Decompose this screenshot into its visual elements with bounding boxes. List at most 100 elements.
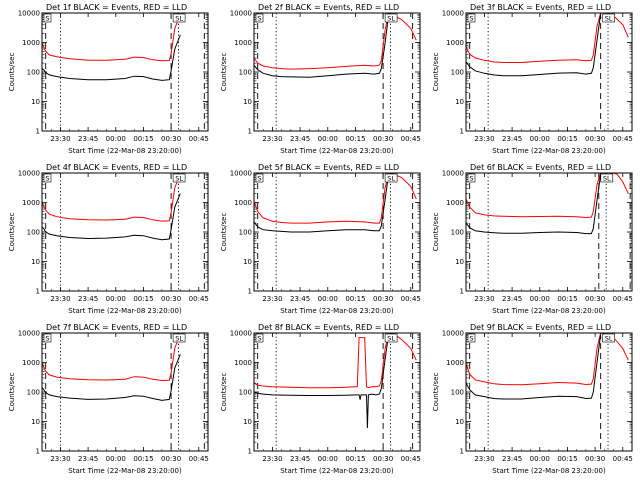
y-tick-label: 10 xyxy=(31,98,40,106)
marker-label: S xyxy=(45,15,49,23)
x-tick-label: 00:15 xyxy=(557,455,577,463)
marker-label: S xyxy=(469,15,473,23)
plot-frame xyxy=(41,172,209,292)
y-tick-label: 10 xyxy=(243,258,252,266)
plot-frame xyxy=(253,172,421,292)
y-tick-label: 10000 xyxy=(442,330,464,338)
x-tick-label: 23:45 xyxy=(290,135,310,143)
marker-label: S xyxy=(469,335,473,343)
marker-label: SL xyxy=(605,15,613,23)
marker-label: S xyxy=(469,175,473,183)
marker-label: S xyxy=(45,175,49,183)
x-tick-label: 00:30 xyxy=(161,135,181,143)
plot-frame xyxy=(465,12,633,132)
y-tick-label: 10 xyxy=(455,98,464,106)
y-tick-label: 1 xyxy=(460,288,464,296)
x-tick-label: 00:30 xyxy=(585,455,605,463)
x-tick-label: 23:30 xyxy=(262,135,282,143)
red-series-line xyxy=(42,334,181,382)
marker-box xyxy=(172,13,186,23)
chart-title: Det 2f BLACK = Events, RED = LLD xyxy=(258,3,399,12)
y-tick-label: 10000 xyxy=(18,330,40,338)
x-tick-label: 00:45 xyxy=(189,455,209,463)
y-tick-label: 10000 xyxy=(18,10,40,18)
black-series-line xyxy=(254,14,390,78)
y-tick-label: 1000 xyxy=(22,39,40,47)
y-tick-label: 1 xyxy=(248,128,252,136)
plot-frame xyxy=(253,12,421,132)
y-tick-label: 10 xyxy=(455,418,464,426)
y-tick-label: 1000 xyxy=(234,199,252,207)
marker-box xyxy=(600,173,614,183)
y-tick-label: 100 xyxy=(239,229,252,237)
marker-label: SL xyxy=(175,175,183,183)
chart-panel-2: Det 2f BLACK = Events, RED = LLD Counts/s… xyxy=(220,3,421,155)
x-tick-label: 00:15 xyxy=(133,455,153,463)
y-tick-label: 1 xyxy=(36,288,40,296)
x-tick-label: 23:30 xyxy=(474,295,494,303)
marker-label: SL xyxy=(387,15,395,23)
y-axis-label: Counts/sec xyxy=(432,213,440,252)
black-series-line xyxy=(42,193,181,241)
marker-box xyxy=(602,13,615,23)
marker-box xyxy=(172,173,186,183)
chart-title: Det 8f BLACK = Events, RED = LLD xyxy=(258,323,399,332)
y-axis-label: Counts/sec xyxy=(432,53,440,92)
x-tick-label: 00:45 xyxy=(613,135,633,143)
x-tick-label: 23:30 xyxy=(50,135,70,143)
x-axis-label: Start Time (22-Mar-08 23:20:00) xyxy=(492,467,606,475)
chart-title: Det 5f BLACK = Events, RED = LLD xyxy=(258,163,399,172)
x-tick-label: 23:30 xyxy=(262,295,282,303)
marker-label: SL xyxy=(175,15,183,23)
x-tick-label: 00:00 xyxy=(106,295,126,303)
marker-label: S xyxy=(257,335,261,343)
x-tick-label: 00:15 xyxy=(557,135,577,143)
x-tick-label: 00:15 xyxy=(133,135,153,143)
y-tick-label: 100 xyxy=(27,389,40,397)
chart-panel-3: Det 3f BLACK = Events, RED = LLD Counts/s… xyxy=(432,3,633,155)
y-axis-label: Counts/sec xyxy=(220,213,228,252)
y-tick-label: 100 xyxy=(27,69,40,77)
marker-label: SL xyxy=(603,175,611,183)
x-tick-label: 23:45 xyxy=(78,455,98,463)
y-tick-label: 100 xyxy=(451,389,464,397)
x-tick-label: 00:15 xyxy=(133,295,153,303)
plot-frame xyxy=(41,12,209,132)
x-tick-label: 23:30 xyxy=(474,455,494,463)
red-series-line xyxy=(42,14,181,62)
marker-box xyxy=(384,333,398,343)
marker-label: SL xyxy=(387,175,395,183)
y-tick-label: 10 xyxy=(455,258,464,266)
chart-title: Det 4f BLACK = Events, RED = LLD xyxy=(46,163,187,172)
y-tick-label: 1000 xyxy=(446,199,464,207)
marker-box xyxy=(467,13,476,23)
x-tick-label: 00:45 xyxy=(401,295,421,303)
marker-box xyxy=(467,333,476,343)
y-tick-label: 1000 xyxy=(22,359,40,367)
black-series-line xyxy=(254,334,390,429)
x-tick-label: 23:30 xyxy=(50,295,70,303)
chart-panel-1: Det 1f BLACK = Events, RED = LLD Counts/s… xyxy=(8,3,209,155)
x-tick-label: 00:00 xyxy=(318,135,338,143)
y-tick-label: 100 xyxy=(239,389,252,397)
y-tick-label: 100 xyxy=(451,229,464,237)
chart-panel-5: Det 5f BLACK = Events, RED = LLD Counts/s… xyxy=(220,163,421,315)
marker-box xyxy=(255,13,264,23)
marker-label: SL xyxy=(175,335,183,343)
y-tick-label: 1 xyxy=(248,288,252,296)
black-series-line xyxy=(466,334,602,400)
plot-frame xyxy=(253,332,421,452)
x-tick-label: 23:45 xyxy=(78,295,98,303)
chart-title: Det 9f BLACK = Events, RED = LLD xyxy=(470,323,611,332)
x-tick-label: 00:45 xyxy=(189,135,209,143)
y-tick-label: 100 xyxy=(27,229,40,237)
y-tick-label: 1 xyxy=(36,128,40,136)
black-series-line xyxy=(42,34,181,81)
y-tick-label: 10000 xyxy=(230,10,252,18)
marker-label: S xyxy=(257,15,261,23)
y-axis-label: Counts/sec xyxy=(432,373,440,412)
x-tick-label: 23:45 xyxy=(502,295,522,303)
x-tick-label: 00:00 xyxy=(318,295,338,303)
x-tick-label: 00:45 xyxy=(189,295,209,303)
y-tick-label: 100 xyxy=(451,69,464,77)
